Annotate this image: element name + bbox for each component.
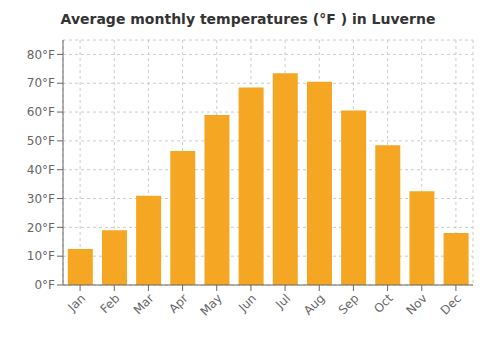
svg-text:Jan: Jan <box>65 291 89 315</box>
svg-text:Aug: Aug <box>301 291 327 317</box>
svg-text:Feb: Feb <box>97 291 122 316</box>
html-text:Average monthly temperatures (: Average monthly temperatures (°F ) in Lu… <box>60 11 436 27</box>
svg-text:20°F: 20°F <box>27 221 55 235</box>
svg-text:Jun: Jun <box>235 291 259 315</box>
svg-text:10°F: 10°F <box>27 249 55 263</box>
svg-text:Dec: Dec <box>438 291 464 317</box>
svg-text:30°F: 30°F <box>27 192 55 206</box>
svg-text:Mar: Mar <box>131 291 157 317</box>
svg-text:40°F: 40°F <box>27 163 55 177</box>
svg-text:Oct: Oct <box>371 291 396 316</box>
svg-text:0°F: 0°F <box>34 278 55 292</box>
svg-text:Sep: Sep <box>336 291 362 317</box>
svg-text:70°F: 70°F <box>27 76 55 90</box>
svg-text:Jul: Jul <box>272 291 293 312</box>
svg-text:May: May <box>197 291 224 318</box>
svg-text:80°F: 80°F <box>27 48 55 62</box>
svg-text:Apr: Apr <box>166 291 191 316</box>
svg-text:50°F: 50°F <box>27 134 55 148</box>
svg-text:60°F: 60°F <box>27 105 55 119</box>
svg-text:Nov: Nov <box>403 291 429 317</box>
